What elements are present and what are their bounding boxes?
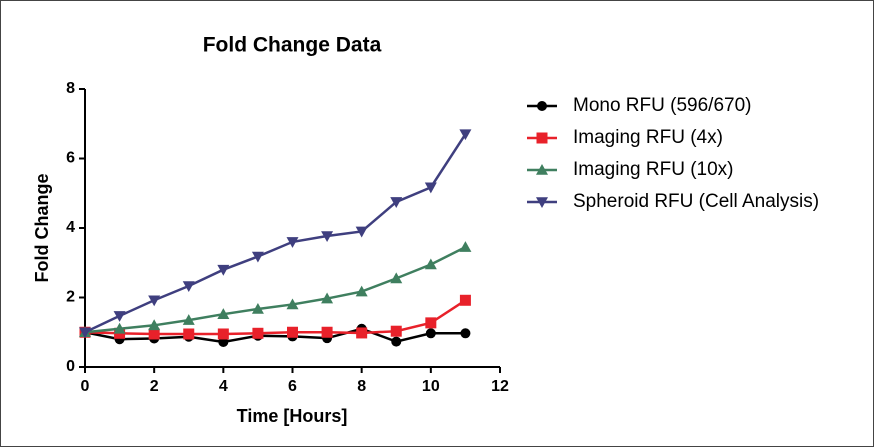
marker xyxy=(355,285,368,297)
marker xyxy=(321,292,334,304)
marker xyxy=(459,129,472,141)
marker xyxy=(536,132,548,144)
marker xyxy=(182,314,195,325)
x-tick-label: 10 xyxy=(422,378,440,395)
x-tick-label: 6 xyxy=(288,378,297,395)
x-tick-label: 8 xyxy=(357,378,366,395)
x-tick-label: 12 xyxy=(491,378,509,395)
marker xyxy=(182,281,195,293)
marker xyxy=(390,197,403,208)
marker xyxy=(537,101,547,111)
y-tick-label: 4 xyxy=(66,219,75,236)
series-line xyxy=(84,133,467,334)
series-line xyxy=(84,299,467,336)
marker xyxy=(252,327,264,339)
marker xyxy=(424,258,437,270)
marker xyxy=(217,328,229,340)
y-axis-label: Fold Change xyxy=(32,174,52,283)
marker xyxy=(217,264,230,276)
legend-label: Imaging RFU (4x) xyxy=(573,127,723,148)
x-tick-label: 2 xyxy=(150,378,159,395)
y-tick-label: 2 xyxy=(66,289,75,306)
marker xyxy=(536,197,548,208)
marker xyxy=(459,241,472,252)
x-tick-label: 4 xyxy=(219,378,228,395)
marker xyxy=(183,328,195,340)
x-axis-label: Time [Hours] xyxy=(237,406,348,426)
marker xyxy=(148,328,160,340)
marker xyxy=(286,298,299,310)
marker xyxy=(113,322,126,334)
marker xyxy=(460,328,471,339)
x-tick-label: 0 xyxy=(81,378,90,395)
y-tick-label: 6 xyxy=(66,150,75,167)
marker xyxy=(425,328,436,339)
marker xyxy=(321,326,333,338)
legend-label: Imaging RFU (10x) xyxy=(573,159,734,180)
series-line xyxy=(84,245,466,334)
chart-title: Fold Change Data xyxy=(203,34,382,57)
marker xyxy=(355,226,368,238)
marker xyxy=(148,295,161,307)
marker xyxy=(390,272,403,284)
legend-label: Spheroid RFU (Cell Analysis) xyxy=(573,191,819,212)
marker xyxy=(217,308,230,319)
marker xyxy=(251,302,264,314)
marker xyxy=(356,327,368,339)
marker xyxy=(79,327,91,339)
marker xyxy=(459,294,471,306)
marker xyxy=(391,336,402,347)
marker xyxy=(251,251,264,263)
marker xyxy=(148,319,161,331)
marker xyxy=(321,231,334,242)
y-tick-label: 8 xyxy=(66,80,75,97)
marker xyxy=(425,317,437,329)
series-line xyxy=(84,327,466,344)
marker xyxy=(113,311,126,322)
marker xyxy=(286,237,299,248)
marker xyxy=(424,182,437,194)
marker xyxy=(536,164,548,175)
marker xyxy=(287,326,298,338)
legend-label: Mono RFU (596/670) xyxy=(573,95,751,116)
marker xyxy=(390,325,402,337)
y-tick-label: 0 xyxy=(66,358,75,375)
